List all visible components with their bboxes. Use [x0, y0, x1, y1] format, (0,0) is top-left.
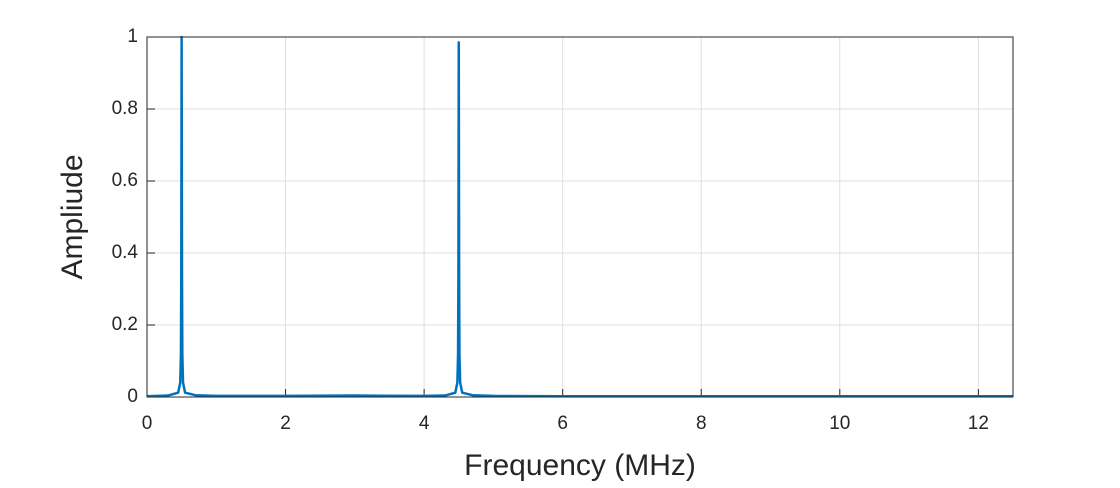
y-tick-label: 0.2	[112, 314, 138, 335]
data-line	[146, 35, 1013, 398]
x-tick-label: 10	[829, 413, 850, 434]
y-tick-label: 0.8	[112, 98, 138, 119]
x-tick-label: 8	[696, 413, 707, 434]
x-tick-label: 6	[557, 413, 568, 434]
plot-area	[147, 37, 1013, 397]
y-tick-label: 0.4	[112, 242, 139, 263]
x-tick-label: 12	[968, 413, 989, 434]
x-tick-label: 4	[419, 413, 430, 434]
y-axis-label: Ampliude	[56, 154, 89, 279]
y-tick-label: 0	[127, 386, 138, 407]
x-axis-label: Frequency (MHz)	[464, 449, 696, 482]
y-tick-label: 1	[127, 26, 138, 47]
axes-frame	[146, 36, 1014, 398]
y-tick-label: 0.6	[112, 170, 138, 191]
x-tick-label: 0	[142, 413, 153, 434]
x-tick-label: 2	[280, 413, 291, 434]
